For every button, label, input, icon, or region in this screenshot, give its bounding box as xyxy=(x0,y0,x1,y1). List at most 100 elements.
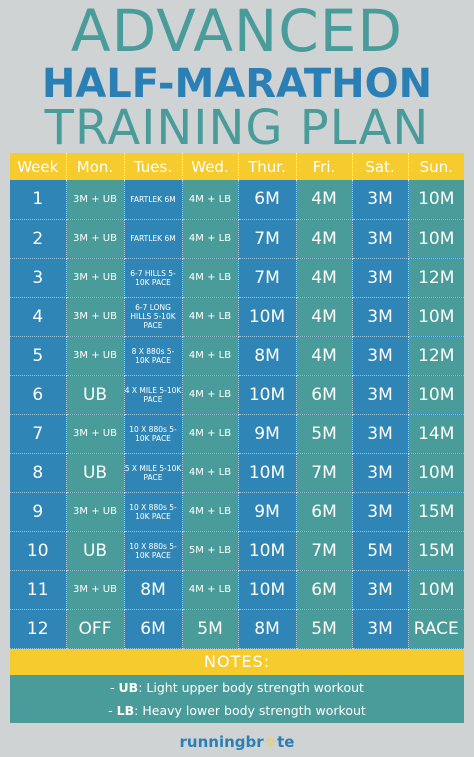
cell-sun: 10M xyxy=(408,375,464,415)
table-row: 3 3M + UB 6-7 HILLS 5-10K PACE 4M + LB 7M 4M 3… xyxy=(10,258,464,298)
brand-text: runningbr xyxy=(179,733,264,751)
cell-wed: 4M + LB xyxy=(182,375,239,415)
cell-thur: 10M xyxy=(238,531,297,571)
cell-mon: 3M + UB xyxy=(66,570,125,610)
cell-tues: 8 X 880s 5-10K PACE xyxy=(124,336,183,376)
cell-wed: 4M + LB xyxy=(182,570,239,610)
cell-sun: 10M xyxy=(408,570,464,610)
header-mon: Mon. xyxy=(66,153,125,180)
cell-thur: 10M xyxy=(238,297,297,337)
cell-week: 10 xyxy=(10,531,67,571)
cell-sat: 3M xyxy=(352,375,409,415)
cell-wed: 4M + LB xyxy=(182,258,239,298)
note-key: UB xyxy=(118,680,139,695)
cell-fri: 7M xyxy=(296,531,353,571)
cell-thur: 10M xyxy=(238,453,297,493)
cell-wed: 4M + LB xyxy=(182,414,239,454)
cell-week: 6 xyxy=(10,375,67,415)
cell-thur: 9M xyxy=(238,414,297,454)
cell-tues: 8M xyxy=(124,570,183,610)
cell-sat: 3M xyxy=(352,297,409,337)
header-tues: Tues. xyxy=(124,153,183,180)
cell-wed: 4M + LB xyxy=(182,297,239,337)
cell-sat: 3M xyxy=(352,570,409,610)
cell-week: 5 xyxy=(10,336,67,376)
header-sun: Sun. xyxy=(408,153,464,180)
cell-mon: OFF xyxy=(66,609,125,649)
cell-fri: 4M xyxy=(296,219,353,259)
cell-wed: 4M + LB xyxy=(182,336,239,376)
cell-tues: FARTLEK 6M xyxy=(124,180,183,220)
cell-mon: 3M + UB xyxy=(66,180,125,220)
table-row: 4 3M + UB 6-7 LONG HILLS 5-10K PACE 4M + LB… xyxy=(10,297,464,337)
cell-thur: 7M xyxy=(238,258,297,298)
notes-heading: NOTES: xyxy=(10,649,464,675)
cell-fri: 4M xyxy=(296,258,353,298)
cell-thur: 6M xyxy=(238,180,297,220)
note-key: LB xyxy=(116,703,135,718)
brand-logo: runningbr☼te xyxy=(0,733,474,755)
cell-week: 7 xyxy=(10,414,67,454)
note-prefix: - xyxy=(108,703,117,718)
cell-week: 1 xyxy=(10,180,67,220)
cell-week: 8 xyxy=(10,453,67,493)
table-row: 8 UB 5 X MILE 5-10K PACE 4M + LB 10M 7M 3M 10M xyxy=(10,453,464,493)
cell-fri: 7M xyxy=(296,453,353,493)
cell-sun: 10M xyxy=(408,219,464,259)
table-row: 12 OFF 6M 5M 8M 5M 3M RACE xyxy=(10,609,464,649)
cell-fri: 5M xyxy=(296,609,353,649)
cell-wed: 4M + LB xyxy=(182,492,239,532)
header-thur: Thur. xyxy=(238,153,297,180)
cell-tues: 10 X 880s 5-10K PACE xyxy=(124,492,183,532)
table-row: 11 3M + UB 8M 4M + LB 10M 6M 3M 10M xyxy=(10,570,464,610)
cell-tues: 4 X MILE 5-10K PACE xyxy=(124,375,183,415)
header-wed: Wed. xyxy=(182,153,239,180)
cell-sat: 3M xyxy=(352,453,409,493)
cell-wed: 5M + LB xyxy=(182,531,239,571)
cell-sun: 10M xyxy=(408,297,464,337)
cell-fri: 5M xyxy=(296,414,353,454)
note-text: : Heavy lower body strength workout xyxy=(134,703,366,718)
cell-mon: 3M + UB xyxy=(66,219,125,259)
cell-mon: UB xyxy=(66,531,125,571)
cell-fri: 6M xyxy=(296,570,353,610)
cell-sun: 10M xyxy=(408,453,464,493)
table-row: 9 3M + UB 10 X 880s 5-10K PACE 4M + LB 9M 6M 3… xyxy=(10,492,464,532)
cell-week: 3 xyxy=(10,258,67,298)
cell-sun: RACE xyxy=(408,609,464,649)
cell-tues: FARTLEK 6M xyxy=(124,219,183,259)
table-row: 2 3M + UB FARTLEK 6M 4M + LB 7M 4M 3M 10M xyxy=(10,219,464,259)
cell-tues: 6-7 HILLS 5-10K PACE xyxy=(124,258,183,298)
title-half-marathon: HALF-MARATHON xyxy=(41,61,433,107)
cell-fri: 6M xyxy=(296,492,353,532)
table-row: 1 3M + UB FARTLEK 6M 4M + LB 6M 4M 3M 10M xyxy=(10,180,464,220)
cell-tues: 6M xyxy=(124,609,183,649)
cell-thur: 9M xyxy=(238,492,297,532)
cell-wed: 4M + LB xyxy=(182,219,239,259)
cell-fri: 4M xyxy=(296,297,353,337)
table-header-row: Week Mon. Tues. Wed. Thur. Fri. Sat. Sun… xyxy=(10,153,464,180)
cell-mon: 3M + UB xyxy=(66,297,125,337)
cell-sun: 12M xyxy=(408,258,464,298)
cell-week: 2 xyxy=(10,219,67,259)
cell-thur: 8M xyxy=(238,609,297,649)
cell-week: 11 xyxy=(10,570,67,610)
cell-mon: UB xyxy=(66,453,125,493)
note-lb: - LB: Heavy lower body strength workout xyxy=(10,701,464,721)
cell-sat: 3M xyxy=(352,609,409,649)
brand-text: te xyxy=(277,733,295,751)
cell-thur: 10M xyxy=(238,375,297,415)
notes-panel: - UB: Light upper body strength workout … xyxy=(10,675,464,723)
cell-mon: 3M + UB xyxy=(66,414,125,454)
note-ub: - UB: Light upper body strength workout xyxy=(10,678,464,698)
table-row: 5 3M + UB 8 X 880s 5-10K PACE 4M + LB 8M 4M 3M… xyxy=(10,336,464,376)
cell-tues: 10 X 880s 5-10K PACE xyxy=(124,414,183,454)
cell-wed: 4M + LB xyxy=(182,180,239,220)
cell-week: 4 xyxy=(10,297,67,337)
lightbulb-icon: ☼ xyxy=(263,733,278,751)
cell-sat: 5M xyxy=(352,531,409,571)
cell-week: 12 xyxy=(10,609,67,649)
note-text: : Light upper body strength workout xyxy=(138,680,364,695)
note-prefix: - xyxy=(110,680,119,695)
cell-mon: UB xyxy=(66,375,125,415)
